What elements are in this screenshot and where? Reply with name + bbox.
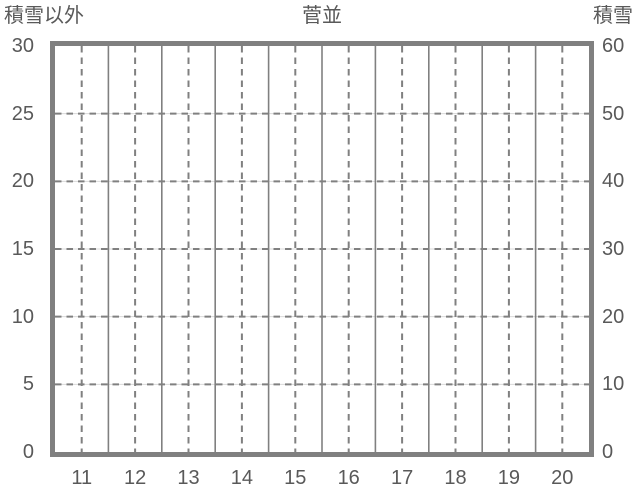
gridlines-svg [55, 46, 589, 452]
x-axis-tick-label: 14 [230, 467, 253, 489]
right-axis-tick-label: 20 [602, 305, 625, 328]
x-axis-tick-label: 20 [551, 467, 574, 489]
right-axis-tick-label: 30 [602, 238, 625, 260]
x-axis-tick-label: 15 [284, 467, 307, 489]
x-axis-tick-label: 17 [390, 467, 414, 489]
chart-title: 菅並 [302, 5, 342, 27]
right-axis-tick-label: 0 [602, 441, 614, 463]
x-axis-tick-label: 11 [71, 467, 93, 489]
right-axis-tick-label: 10 [602, 373, 625, 396]
right-axis-tick-label: 60 [602, 35, 625, 57]
x-axis-tick-label: 18 [444, 467, 467, 489]
x-axis-tick-label: 12 [123, 467, 147, 489]
right-axis-tick-label: 50 [602, 102, 625, 125]
right-axis-title: 積雪 [593, 5, 633, 27]
x-axis-tick-label: 19 [497, 467, 520, 489]
right-axis-tick-label: 40 [602, 170, 625, 193]
x-axis-tick-label: 13 [177, 467, 200, 489]
left-axis-tick-label: 15 [11, 238, 34, 260]
left-axis-tick-label: 25 [11, 102, 34, 125]
left-axis-title: 積雪以外 [4, 5, 84, 27]
left-axis-tick-label: 30 [11, 35, 34, 57]
left-axis-tick-label: 10 [11, 305, 34, 328]
plot-area [50, 41, 594, 457]
left-axis-tick-label: 20 [11, 170, 34, 193]
left-axis-tick-label: 0 [22, 441, 34, 463]
x-axis-tick-label: 16 [337, 467, 360, 489]
left-axis-tick-label: 5 [22, 373, 34, 396]
